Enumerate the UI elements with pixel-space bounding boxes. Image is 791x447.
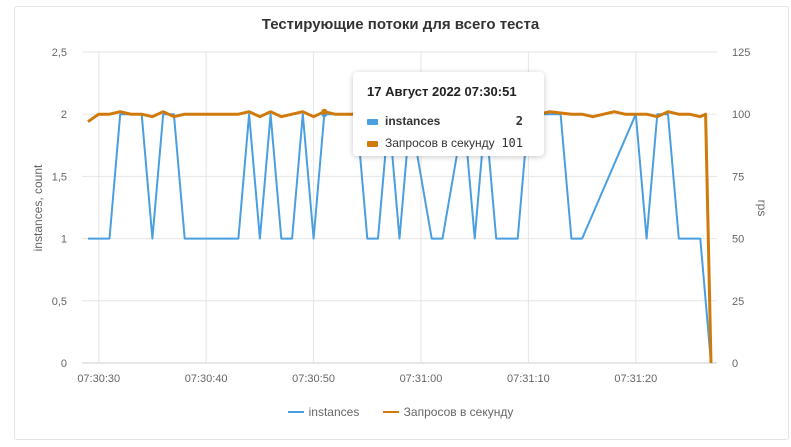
right-tick-label: 75 [732, 171, 744, 183]
left-tick-label: 2,5 [52, 47, 67, 59]
left-tick-label: 1,5 [52, 171, 67, 183]
right-y-axis: 0 25 50 75 100 125 [732, 47, 750, 370]
legend-swatch-instances [287, 411, 304, 413]
hover-point-rps [321, 108, 328, 115]
left-tick-label: 2 [61, 109, 67, 121]
tooltip-row-instances: instances 2 [367, 114, 539, 128]
tooltip-title: 17 Август 2022 07:30:51 [367, 84, 517, 99]
left-axis-title: instances, count [31, 164, 45, 251]
legend-item-rps[interactable]: Запросов в секунду [382, 405, 514, 419]
right-tick-label: 50 [732, 234, 744, 246]
right-tick-label: 0 [732, 358, 738, 370]
right-tick-label: 100 [732, 109, 750, 121]
tooltip-value-instances: 2 [515, 114, 523, 128]
tooltip-value-rps: 101 [501, 136, 523, 150]
x-tick-label: 07:31:10 [507, 373, 550, 385]
legend-swatch-rps [382, 411, 399, 413]
chart-title: Тестирующие потоки для всего теста [261, 16, 540, 33]
legend-label-instances: instances [308, 405, 360, 419]
right-tick-label: 25 [732, 296, 744, 308]
x-tick-label: 07:30:30 [77, 373, 120, 385]
tooltip-swatch-instances [367, 118, 378, 125]
tooltip-label-rps: Запросов в секунду [385, 136, 495, 150]
chart-tooltip: 17 Август 2022 07:30:51 instances 2 Запр… [353, 72, 544, 156]
legend-item-instances[interactable]: instances [287, 405, 360, 419]
right-tick-label: 125 [732, 47, 750, 59]
left-tick-label: 1 [61, 234, 67, 246]
x-tick-label: 07:31:20 [614, 373, 657, 385]
left-y-axis: 0 0,5 1 1,5 2 2,5 [52, 47, 67, 370]
tooltip-swatch-rps [367, 140, 378, 147]
x-tick-label: 07:30:50 [292, 373, 335, 385]
tooltip-row-rps: Запросов в секунду 101 [367, 136, 539, 150]
x-tick-label: 07:30:40 [185, 373, 228, 385]
x-tick-label: 07:31:00 [400, 373, 443, 385]
left-tick-label: 0,5 [52, 296, 67, 308]
series-line-instances[interactable] [88, 113, 712, 364]
legend-label-rps: Запросов в секунду [403, 405, 514, 419]
left-tick-label: 0 [61, 358, 67, 370]
right-axis-title: rps [755, 200, 769, 217]
x-axis: 07:30:30 07:30:40 07:30:50 07:31:00 07:31:10… [77, 373, 657, 385]
tooltip-label-instances: instances [385, 114, 441, 128]
legend: instances Запросов в секунду [0, 402, 791, 419]
